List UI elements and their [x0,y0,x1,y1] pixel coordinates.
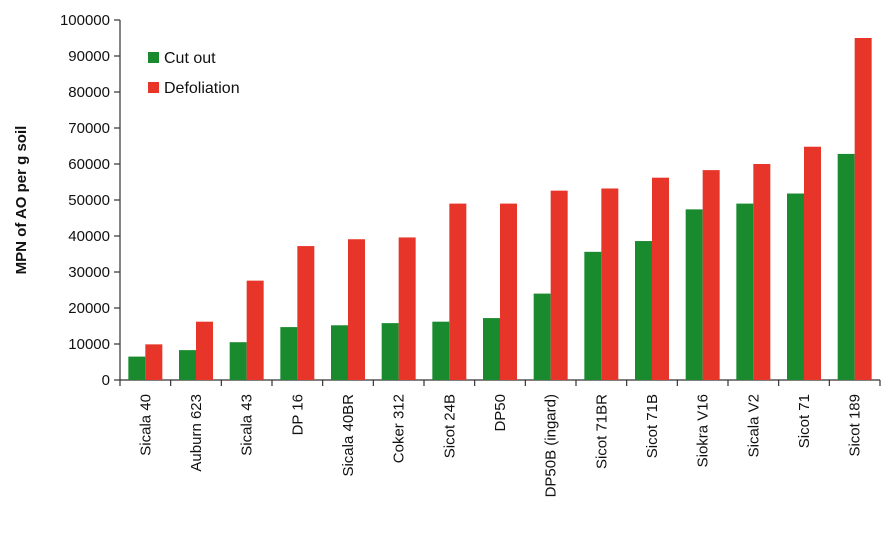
y-tick-label: 100000 [60,12,110,29]
y-tick-label: 70000 [68,120,110,137]
category-label: Sicot 71 [796,394,813,448]
y-tick-label: 50000 [68,192,110,209]
bar-defoliation [398,237,416,380]
bar-defoliation [246,280,264,380]
y-tick-label: 20000 [68,300,110,317]
legend-label: Defoliation [164,80,240,97]
bar-defoliation [550,190,568,380]
category-label: DP 16 [289,394,306,435]
legend: Cut out Defoliation [148,50,240,97]
bar-defoliation [500,203,517,380]
category-label: Sicot 71BR [593,394,610,469]
bar-cut-out [128,356,146,380]
category-label: DP50 [492,394,509,432]
bar-cut-out [280,327,298,380]
bar-cut-out [331,325,348,380]
bar-cut-out [229,342,247,380]
bar-defoliation [348,239,365,380]
category-label: Sicala 40 [137,394,154,456]
y-tick-label: 30000 [68,264,110,281]
bar-cut-out [837,153,855,380]
bar-defoliation [753,164,771,380]
bar-cut-out [635,241,652,380]
bar-cut-out [432,321,450,380]
y-tick-label: 60000 [68,156,110,173]
legend-swatch [148,82,159,93]
bar-defoliation [652,177,669,380]
bars [128,38,872,380]
bar-defoliation [854,38,872,380]
y-tick-label: 80000 [68,84,110,101]
y-tick-label: 10000 [68,336,110,353]
category-label: Auburn 623 [188,394,205,472]
x-axis: Sicala 40 Auburn 623 Sicala 43 DP 16 Sicala … [119,379,881,497]
bar-defoliation [702,170,720,380]
category-label: Sicot 71B [644,394,661,458]
bar-defoliation [145,344,163,380]
bar-cut-out [736,203,754,380]
bar-defoliation [601,188,619,380]
category-label: DP50B (ingard) [543,394,560,497]
bar-cut-out [179,350,196,380]
legend-swatch [148,52,159,63]
y-axis-label: MPN of AO per g soil [13,126,30,275]
bar-cut-out [483,318,500,380]
category-label: Coker 312 [391,394,408,463]
category-label: Sicala V2 [745,394,762,457]
y-tick-label: 0 [102,372,110,389]
category-label: Sicot 189 [847,394,864,457]
bar-cut-out [787,193,804,380]
y-tick-label: 90000 [68,48,110,65]
bar-cut-out [685,209,703,380]
y-axis: 0 10000 20000 30000 40000 50000 60000 70000 8000… [60,12,121,389]
category-label: Siokra V16 [695,394,712,467]
bar-cut-out [584,251,602,380]
bar-cut-out [533,293,551,380]
bar-cut-out [381,323,399,380]
bar-defoliation [196,321,213,380]
category-label: Sicala 40BR [340,394,357,477]
y-tick-label: 40000 [68,228,110,245]
category-label: Sicot 24B [441,394,458,458]
bar-defoliation [449,203,467,380]
bar-defoliation [297,246,315,380]
legend-label: Cut out [164,50,216,67]
category-label: Sicala 43 [239,394,256,456]
bar-defoliation [804,146,821,380]
